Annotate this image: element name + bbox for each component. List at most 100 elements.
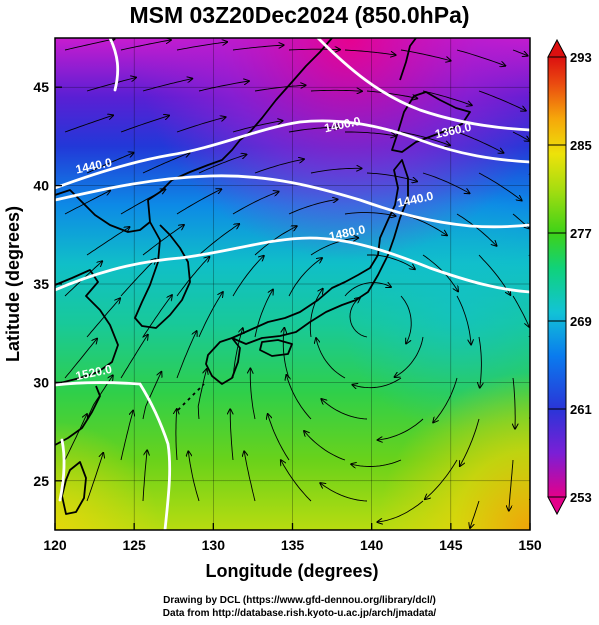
streamline <box>310 168 362 174</box>
streamline <box>433 377 458 423</box>
colorbar: 293 285 277 269 261 253 <box>547 38 592 516</box>
streamline <box>64 414 87 461</box>
coastlines <box>55 38 471 515</box>
figure-title: MSM 03Z20Dec2024 (850.0hPa) <box>129 2 470 28</box>
streamline <box>479 336 481 388</box>
streamline <box>309 289 323 338</box>
height-contours <box>55 38 530 530</box>
contour-1400 <box>55 119 530 190</box>
streamline <box>377 418 424 440</box>
y-tick-label: 25 <box>33 473 49 489</box>
streamline <box>512 295 529 327</box>
streamline <box>254 226 297 256</box>
streamline <box>232 121 283 133</box>
colorbar-tick-label: 269 <box>570 314 592 329</box>
coast-sakhalin <box>399 38 417 81</box>
x-tick-label: 135 <box>281 537 305 553</box>
colorbar-tick-label: 253 <box>570 490 592 505</box>
x-tick-label: 125 <box>122 537 146 553</box>
streamline <box>349 298 368 338</box>
streamline <box>377 500 424 522</box>
streamline <box>142 153 190 174</box>
colorbar-tick-label: 261 <box>570 402 592 417</box>
streamline <box>176 257 210 297</box>
streamline <box>310 90 362 91</box>
y-axis-label: Latitude (degrees) <box>3 206 23 362</box>
streamline <box>176 331 197 379</box>
streamline <box>86 153 134 174</box>
streamline <box>64 115 113 133</box>
streamline <box>244 451 256 502</box>
coast-yellow-sea-west <box>55 269 119 385</box>
coast-primorye <box>249 38 333 133</box>
streamline <box>120 115 169 133</box>
streamline <box>176 189 222 215</box>
streamline <box>268 414 290 461</box>
streamline <box>394 336 424 377</box>
streamline <box>509 459 514 511</box>
streamline <box>513 377 515 429</box>
streamline <box>86 77 136 92</box>
streamline <box>250 368 256 420</box>
axis-ticks: 120 125 130 135 140 145 150 25 30 35 40 45 <box>33 79 541 553</box>
y-tick-label: 40 <box>33 178 49 194</box>
streamline <box>176 42 228 51</box>
streamline <box>142 372 162 420</box>
x-tick-label: 140 <box>360 537 384 553</box>
streamline <box>512 131 530 141</box>
streamline <box>425 459 458 499</box>
streamline <box>142 79 193 92</box>
streamline <box>232 328 243 379</box>
coast-taiwan <box>61 461 87 515</box>
streamline <box>456 295 471 345</box>
streamline <box>120 259 156 297</box>
x-axis-label: Longitude (degrees) <box>205 561 378 581</box>
coast-shikoku <box>259 339 293 357</box>
streamline <box>316 338 346 379</box>
streamline <box>230 409 234 461</box>
streamline <box>286 375 312 420</box>
contour-1360-nw <box>108 38 120 92</box>
streamline <box>456 213 497 246</box>
streamline <box>470 500 480 528</box>
y-tick-label: 30 <box>33 374 49 390</box>
colorbar-tick-label: 277 <box>570 226 592 241</box>
streamline <box>232 45 284 51</box>
streamline <box>288 127 340 133</box>
streamline <box>310 238 359 256</box>
streamline <box>344 283 391 297</box>
streamline <box>176 409 177 461</box>
credit-data: Data from http://database.rish.kyoto-u.a… <box>162 608 437 619</box>
streamline <box>512 49 528 56</box>
coast-korea-china <box>55 131 251 233</box>
colorbar-tick-label: 285 <box>570 138 592 153</box>
credit-drawing: Drawing by DCL (https://www.gfd-dennou.o… <box>163 595 436 606</box>
streamline <box>197 369 207 420</box>
contour-1520 <box>55 381 172 530</box>
streamline <box>176 117 226 133</box>
streamline <box>64 39 115 51</box>
streamline <box>120 410 133 461</box>
streamline <box>281 460 312 502</box>
coast-hokkaido <box>391 91 471 153</box>
streamline <box>366 90 418 99</box>
streamline <box>320 483 368 502</box>
streamline <box>142 225 184 256</box>
streamline <box>478 90 526 111</box>
streamline <box>120 40 171 51</box>
streamline <box>188 451 200 502</box>
streamline <box>64 338 97 379</box>
y-tick-label: 45 <box>33 79 49 95</box>
streamline <box>198 292 223 338</box>
colorbar-tick-label: 293 <box>570 50 592 65</box>
streamline <box>366 254 415 270</box>
coast-honshu <box>231 159 409 345</box>
streamline <box>120 335 148 379</box>
contour-1440 <box>55 174 530 229</box>
streamline <box>288 258 322 297</box>
streamline <box>198 81 249 92</box>
streamline <box>232 192 279 215</box>
streamline <box>288 49 340 50</box>
streamline <box>422 172 470 194</box>
